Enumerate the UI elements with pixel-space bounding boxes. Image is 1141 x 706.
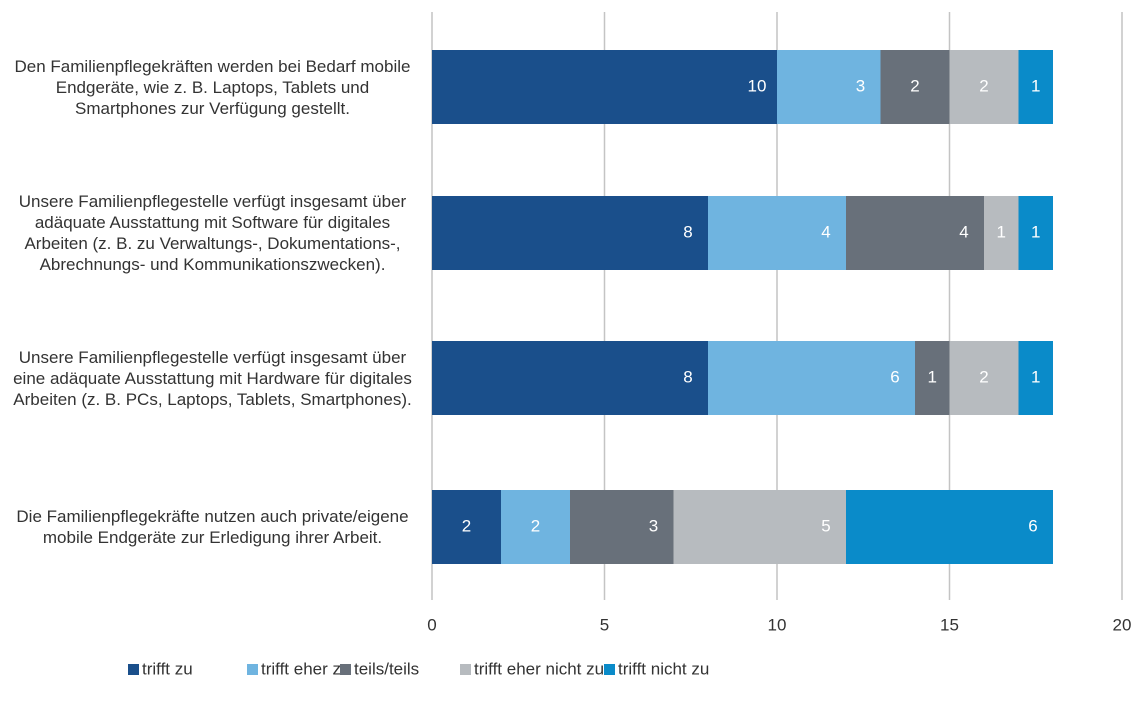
data-label: 3 (649, 516, 658, 535)
data-label: 2 (462, 516, 471, 535)
data-label: 4 (959, 222, 968, 241)
bar-segment (949, 341, 1019, 415)
category-label: Den Familienpflegekräften werden bei Bed… (14, 56, 411, 118)
bar-segment (846, 196, 984, 270)
data-label: 6 (1028, 516, 1037, 535)
x-tick-label: 15 (940, 615, 959, 634)
data-label: 1 (1031, 222, 1040, 241)
bar-segment (708, 196, 846, 270)
legend-label: trifft eher nicht zu (474, 659, 604, 678)
bar-segment (570, 490, 674, 564)
legend-marker (247, 664, 258, 675)
legend-marker (128, 664, 139, 675)
bar-segment (915, 341, 950, 415)
bar-segment (432, 341, 708, 415)
bar-segment (673, 490, 846, 564)
bar-segment (880, 50, 950, 124)
x-tick-label: 10 (768, 615, 787, 634)
category-label: Unsere Familienpflegestelle verfügt insg… (13, 347, 412, 409)
bar-segment (846, 490, 1053, 564)
x-tick-label: 20 (1113, 615, 1132, 634)
category-label: Die Familienpflegekräfte nutzen auch pri… (16, 507, 409, 547)
data-label: 2 (910, 76, 919, 95)
legend-label: trifft zu (142, 659, 193, 678)
bar-segment (432, 50, 777, 124)
bar-segment (984, 196, 1019, 270)
data-label: 3 (856, 76, 865, 95)
data-label: 2 (979, 76, 988, 95)
bar-segment (432, 196, 708, 270)
bar-segment (708, 341, 915, 415)
legend-label: trifft eher zu (261, 659, 350, 678)
bar-segment (777, 50, 881, 124)
data-label: 1 (997, 222, 1006, 241)
legend-marker (460, 664, 471, 675)
bar-segment (1018, 196, 1053, 270)
data-label: 2 (979, 367, 988, 386)
x-tick-label: 0 (427, 615, 436, 634)
data-label: 6 (890, 367, 899, 386)
bar-segment (1018, 341, 1053, 415)
data-label: 10 (748, 76, 767, 95)
bar-segment (501, 490, 570, 564)
data-label: 1 (1031, 367, 1040, 386)
bar-segment (949, 50, 1019, 124)
legend-marker (340, 664, 351, 675)
data-label: 2 (531, 516, 540, 535)
legend-label: teils/teils (354, 659, 419, 678)
x-tick-label: 5 (600, 615, 609, 634)
data-label: 8 (683, 222, 692, 241)
data-label: 8 (683, 367, 692, 386)
bar-segment (1018, 50, 1053, 124)
legend-marker (604, 664, 615, 675)
data-label: 4 (821, 222, 830, 241)
legend-label: trifft nicht zu (618, 659, 709, 678)
category-label: Unsere Familienpflegestelle verfügt insg… (18, 192, 407, 274)
data-label: 5 (821, 516, 830, 535)
data-label: 1 (1031, 76, 1040, 95)
data-label: 1 (928, 367, 937, 386)
bar-segment (432, 490, 501, 564)
